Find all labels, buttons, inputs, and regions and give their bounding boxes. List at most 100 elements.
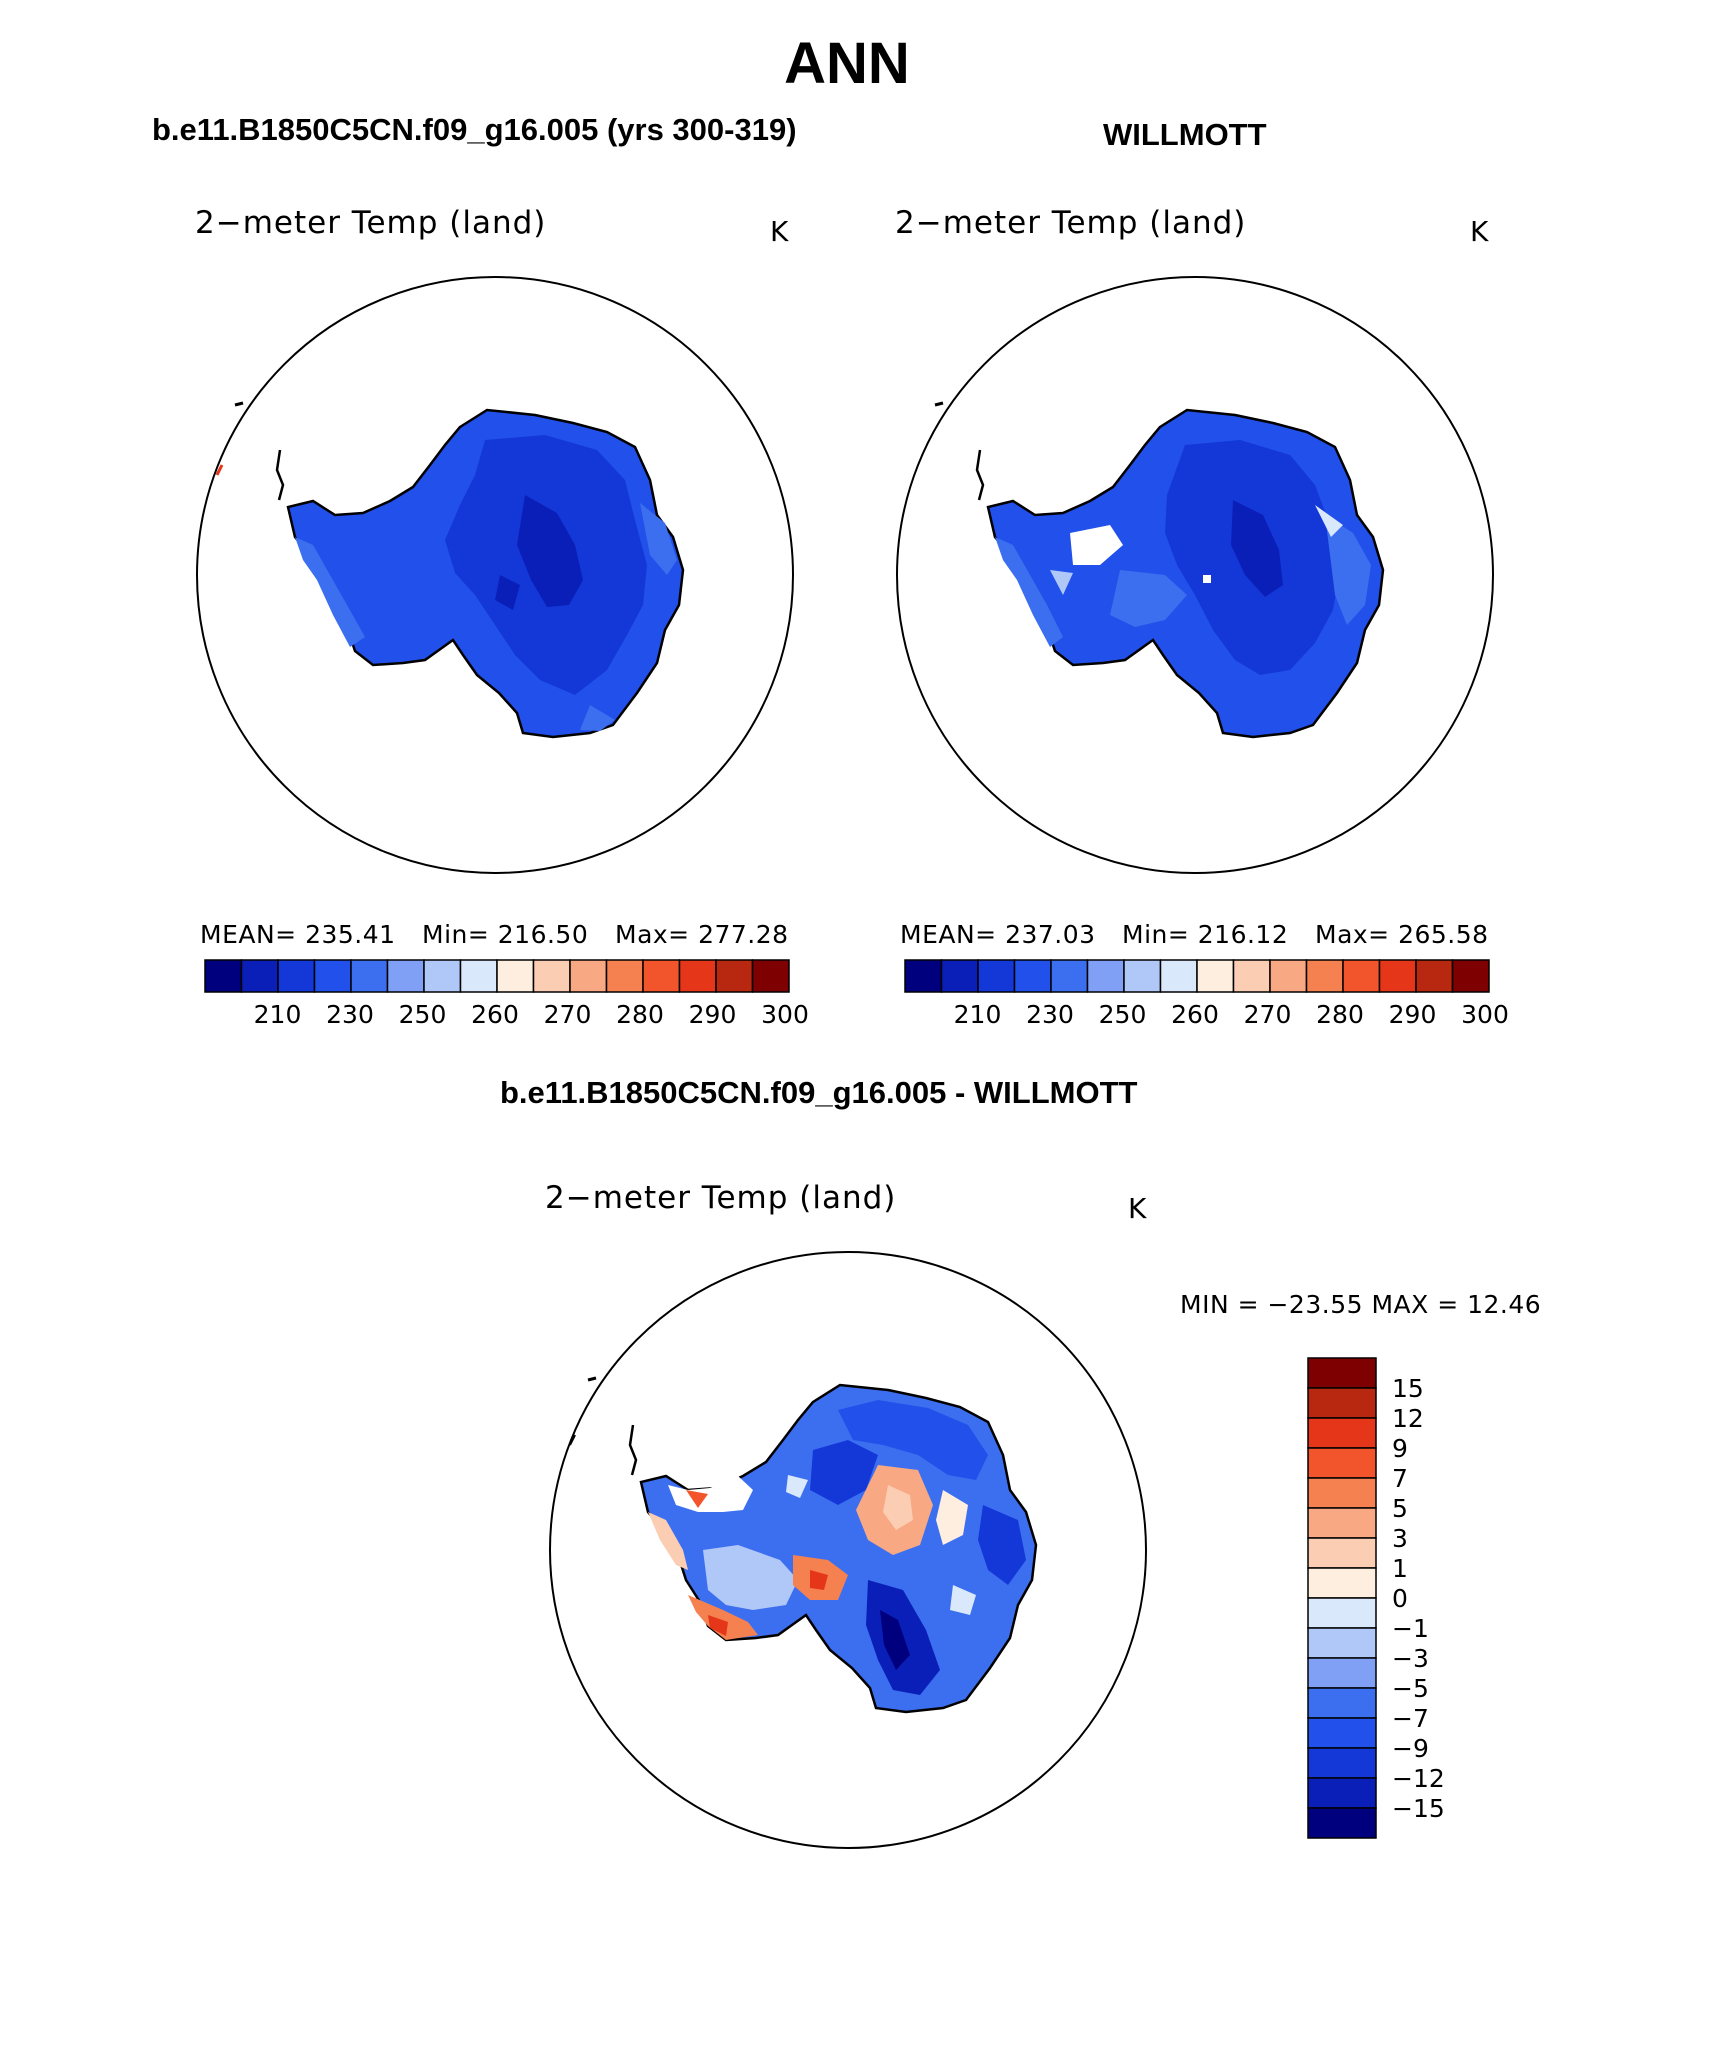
colorbar-swatch: [313, 959, 352, 993]
colorbar-swatch: [1307, 1777, 1377, 1809]
colorbar-tick-label: 230: [1026, 1000, 1074, 1029]
colorbar-swatch: [459, 959, 498, 993]
colorbar-swatch: [1307, 1447, 1377, 1479]
colorbar-swatch: [1269, 959, 1308, 993]
obs-coastline-fragment: [975, 449, 985, 501]
colorbar-tick-label: 250: [1098, 1000, 1147, 1029]
colorbar-tick-label: 3: [1392, 1524, 1408, 1553]
diff-coastline-fragment: [628, 1424, 638, 1476]
colorbar-swatch: [1307, 1477, 1377, 1509]
obs-unit-label: K: [1470, 215, 1489, 248]
diff-island: [569, 1434, 576, 1446]
colorbar-swatch: [532, 959, 571, 993]
diff-minmax-stat: MIN = −23.55 MAX = 12.46: [1180, 1290, 1542, 1319]
colorbar-tick-label: 300: [1461, 1000, 1509, 1029]
colorbar-tick-label: −7: [1392, 1704, 1429, 1733]
colorbar-swatch: [605, 959, 644, 993]
colorbar-tick-label: −12: [1392, 1764, 1445, 1793]
colorbar-tick-label: 9: [1392, 1434, 1408, 1463]
obs-variable-label: 2−meter Temp (land): [895, 205, 1247, 241]
colorbar-tick-label: 15: [1392, 1374, 1424, 1403]
colorbar-tick-label: 280: [616, 1000, 664, 1029]
colorbar-swatch: [1086, 959, 1125, 993]
colorbar-swatch: [240, 959, 279, 993]
colorbar-tick-label: 290: [688, 1000, 737, 1029]
model-island: [234, 401, 244, 407]
colorbar-tick-label: −5: [1392, 1674, 1429, 1703]
colorbar-swatch: [1305, 959, 1344, 993]
model-case-title: b.e11.B1850C5CN.f09_g16.005 (yrs 300-319…: [152, 112, 797, 147]
colorbar-tick-label: 260: [1171, 1000, 1219, 1029]
model-colorbar-ticks: 210 230 250 260 270 280 290 300: [0, 1000, 1710, 1032]
colorbar-swatch: [1307, 1417, 1377, 1449]
colorbar-swatch: [1232, 959, 1271, 993]
colorbar-tick-label: 280: [1316, 1000, 1364, 1029]
colorbar-swatch: [350, 959, 389, 993]
colorbar-tick-label: 250: [398, 1000, 447, 1029]
model-antarctica-field: [286, 408, 685, 739]
obs-polar-map: [896, 276, 1494, 874]
colorbar-tick-label: 210: [953, 1000, 1002, 1029]
colorbar-tick-label: 12: [1392, 1404, 1424, 1433]
colorbar-tick-label: −1: [1392, 1614, 1429, 1643]
colorbar-swatch: [1050, 959, 1089, 993]
colorbar-tick-label: 290: [1388, 1000, 1437, 1029]
colorbar-swatch: [940, 959, 979, 993]
colorbar-swatch: [1159, 959, 1198, 993]
colorbar-swatch: [1307, 1537, 1377, 1569]
diff-island: [587, 1376, 597, 1382]
obs-island: [934, 401, 944, 407]
colorbar-tick-label: 210: [253, 1000, 302, 1029]
main-title: ANN: [784, 31, 910, 96]
model-map-boundary: [196, 276, 794, 874]
colorbar-swatch: [423, 959, 462, 993]
colorbar-tick-label: 0: [1392, 1584, 1408, 1613]
colorbar-tick-label: 270: [1243, 1000, 1292, 1029]
colorbar-tick-label: 5: [1392, 1494, 1408, 1523]
colorbar-swatch: [204, 959, 243, 993]
obs-antarctica-field: [986, 408, 1385, 739]
colorbar-swatch: [751, 959, 790, 993]
colorbar-swatch: [386, 959, 425, 993]
colorbar-swatch: [277, 959, 316, 993]
colorbar-swatch: [1013, 959, 1052, 993]
colorbar-tick-label: −9: [1392, 1734, 1429, 1763]
diff-variable-label: 2−meter Temp (land): [545, 1180, 897, 1216]
colorbar-tick-label: 260: [471, 1000, 519, 1029]
diff-colorbar: [1307, 1357, 1377, 1839]
colorbar-swatch: [1415, 959, 1454, 993]
colorbar-tick-label: 270: [543, 1000, 592, 1029]
colorbar-swatch: [642, 959, 681, 993]
colorbar-swatch: [1307, 1507, 1377, 1539]
colorbar-swatch: [1451, 959, 1490, 993]
colorbar-swatch: [977, 959, 1016, 993]
colorbar-swatch: [1307, 1717, 1377, 1749]
colorbar-swatch: [1307, 1357, 1377, 1389]
diff-map-boundary: [549, 1251, 1147, 1849]
colorbar-swatch: [1307, 1387, 1377, 1419]
colorbar-tick-label: −15: [1392, 1794, 1445, 1823]
colorbar-swatch: [1342, 959, 1381, 993]
colorbar-swatch: [1307, 1807, 1377, 1839]
colorbar-swatch: [1307, 1597, 1377, 1629]
colorbar-swatch: [1307, 1747, 1377, 1779]
model-island: [215, 464, 224, 476]
obs-colorbar-ticks: 210 230 250 260 270 280 290 300: [0, 1000, 1710, 1032]
model-min-stat: Min= 216.50: [422, 920, 589, 949]
colorbar-swatch: [1307, 1657, 1377, 1689]
colorbar-swatch: [569, 959, 608, 993]
obs-map-boundary: [896, 276, 1494, 874]
colorbar-tick-label: 7: [1392, 1464, 1408, 1493]
colorbar-tick-label: 300: [761, 1000, 809, 1029]
model-colorbar: [204, 959, 790, 993]
colorbar-swatch: [1307, 1627, 1377, 1659]
colorbar-swatch: [715, 959, 754, 993]
diff-colorbar-ticks: 15 12 9 7 5 3 1 0 −1 −3 −5 −7 −9 −12 −15: [0, 0, 1710, 1823]
model-coastline-fragment: [275, 449, 285, 501]
colorbar-swatch: [904, 959, 943, 993]
obs-mean-stat: MEAN= 237.03: [900, 920, 1096, 949]
colorbar-swatch: [1378, 959, 1417, 993]
model-unit-label: K: [770, 215, 789, 248]
colorbar-tick-label: 1: [1392, 1554, 1408, 1583]
colorbar-tick-label: 230: [326, 1000, 374, 1029]
